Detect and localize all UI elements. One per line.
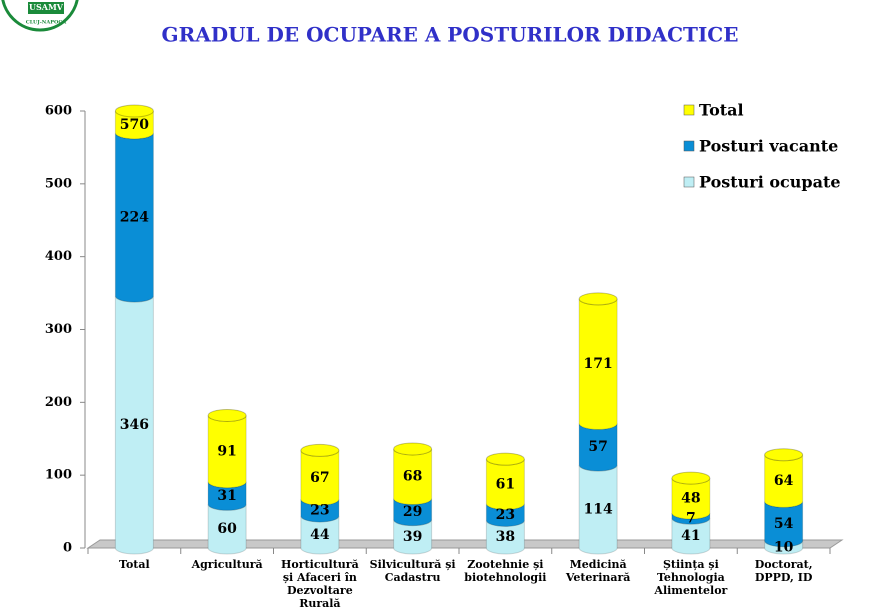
data-label: 23 [496, 507, 515, 523]
y-tick-label: 200 [45, 395, 72, 410]
bar-cap [578, 292, 618, 306]
data-label: 54 [774, 516, 794, 532]
bars [114, 111, 804, 555]
bar-cap [671, 471, 711, 485]
data-label: 29 [403, 504, 422, 520]
legend-swatch [683, 104, 695, 116]
legend-swatch [683, 176, 695, 188]
y-tick-label: 100 [45, 468, 72, 483]
x-tick-label: Horticultură și Afaceri în Dezvoltare Ru… [281, 558, 359, 610]
data-label: 41 [681, 528, 700, 544]
data-label: 570 [120, 117, 149, 133]
data-label: 39 [403, 529, 422, 545]
floor [86, 539, 844, 549]
data-label: 67 [310, 470, 329, 486]
logo-city: CLUJ-NAPOCA [26, 20, 67, 26]
data-label: 57 [588, 439, 607, 455]
bar-cap [300, 443, 340, 457]
x-tick-label: Știința și Tehnologia Alimentelor [654, 558, 728, 597]
x-tick-label: Agricultură [191, 558, 263, 571]
x-tick-label: Doctorat, DPPD, ID [754, 558, 813, 584]
data-label: 171 [584, 356, 613, 372]
logo-text: USAMV [29, 2, 64, 12]
data-label: 31 [217, 488, 236, 504]
data-label: 64 [774, 473, 794, 489]
y-tick-label: 600 [45, 104, 72, 119]
data-label: 224 [120, 209, 149, 225]
bar-cap [114, 104, 154, 118]
bar-cap [764, 448, 804, 462]
data-label: 346 [120, 417, 149, 433]
data-label: 60 [217, 521, 237, 537]
y-tick-label: 300 [45, 322, 72, 337]
y-tick-label: 500 [45, 176, 72, 191]
data-label: 48 [681, 491, 700, 507]
data-label: 91 [217, 444, 236, 460]
data-label: 10 [774, 539, 794, 555]
bar-cap [207, 408, 247, 422]
chart-title: GRADUL DE OCUPARE A POSTURILOR DIDACTICE [162, 23, 739, 47]
x-tick-label: Medicină Veterinară [565, 558, 631, 584]
data-label: 38 [496, 529, 515, 545]
legend-swatch [683, 140, 695, 152]
logo-band [28, 2, 64, 14]
y-tick-label: 400 [45, 249, 72, 264]
data-label: 61 [496, 476, 515, 492]
data-label: 114 [584, 501, 613, 517]
y-tick-label: 0 [63, 541, 72, 556]
data-label: 23 [310, 503, 329, 519]
legend-label: Posturi vacante [699, 137, 838, 156]
bar-segment [114, 111, 154, 140]
data-label: 68 [403, 469, 422, 485]
data-label: 7 [686, 511, 696, 527]
legend-label: Posturi ocupate [699, 173, 841, 192]
x-tick-label: Zootehnie și biotehnologii [464, 558, 547, 584]
bar-cap [485, 452, 525, 466]
x-tick-label: Total [119, 558, 150, 571]
legend-label: Total [699, 101, 744, 120]
data-label: 44 [310, 527, 330, 543]
bar-cap [393, 442, 433, 456]
x-tick-label: Silvicultură și Cadastru [369, 558, 456, 584]
